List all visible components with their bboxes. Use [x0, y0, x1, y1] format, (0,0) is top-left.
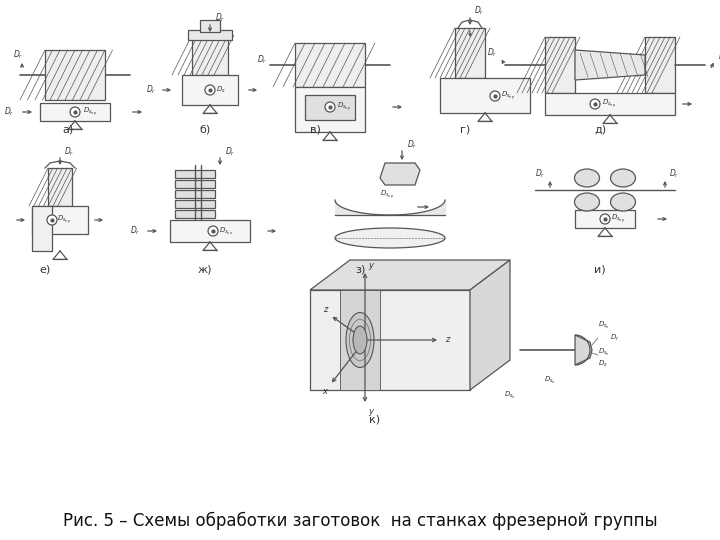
Bar: [175, 180, 215, 188]
Circle shape: [70, 107, 80, 117]
Bar: [175, 190, 215, 198]
Circle shape: [325, 102, 335, 112]
Text: ж): ж): [198, 265, 212, 275]
Text: а): а): [63, 125, 73, 135]
Bar: [545, 93, 675, 115]
Text: x: x: [323, 388, 328, 396]
Bar: [40, 103, 110, 121]
Text: з): з): [355, 265, 365, 275]
Ellipse shape: [575, 169, 600, 187]
Ellipse shape: [346, 313, 374, 368]
Text: $D_{s_{пр}}$: $D_{s_{пр}}$: [501, 90, 516, 102]
Text: $D_{s_n}$: $D_{s_n}$: [598, 320, 610, 330]
Text: $D_r$: $D_r$: [145, 84, 156, 96]
Bar: [175, 200, 215, 208]
Text: к): к): [369, 415, 381, 425]
Text: $D_{s_{пр}}$: $D_{s_{пр}}$: [602, 98, 616, 110]
Text: $D_r$: $D_r$: [535, 168, 545, 180]
Text: y: y: [368, 260, 373, 269]
Text: z: z: [323, 306, 327, 314]
Circle shape: [590, 99, 600, 109]
Text: $D_{s_{пр}}$: $D_{s_{пр}}$: [57, 214, 71, 226]
Bar: [45, 50, 105, 100]
Text: $D_r$: $D_r$: [718, 51, 720, 63]
Bar: [455, 28, 485, 78]
Text: $D_r$: $D_r$: [130, 225, 140, 237]
Text: $D_{s_n}$: $D_{s_n}$: [544, 374, 556, 386]
Text: $D_s$: $D_s$: [216, 85, 226, 95]
Ellipse shape: [335, 228, 445, 248]
Text: z: z: [445, 335, 449, 345]
Bar: [48, 168, 72, 206]
Text: $D_s$: $D_s$: [598, 359, 608, 369]
Ellipse shape: [611, 169, 636, 187]
Text: е): е): [40, 265, 50, 275]
Text: $D_r$: $D_r$: [487, 47, 497, 59]
Circle shape: [208, 226, 218, 236]
Text: $D_r$: $D_r$: [474, 5, 485, 17]
Bar: [305, 95, 355, 120]
Bar: [295, 87, 365, 132]
Bar: [188, 30, 232, 40]
Ellipse shape: [611, 193, 636, 211]
Text: и): и): [594, 265, 606, 275]
Text: $D_r$: $D_r$: [407, 139, 418, 151]
Text: $D_{s_n}$: $D_{s_n}$: [598, 347, 610, 357]
Text: $D_{s_{пр}}$: $D_{s_{пр}}$: [611, 213, 625, 225]
Bar: [192, 35, 228, 75]
Polygon shape: [575, 50, 645, 80]
Text: $D_r$: $D_r$: [64, 146, 74, 158]
Text: Рис. 5 – Схемы обработки заготовок  на станках фрезерной группы: Рис. 5 – Схемы обработки заготовок на ст…: [63, 512, 657, 530]
Polygon shape: [310, 260, 510, 290]
Bar: [175, 210, 215, 218]
Polygon shape: [575, 335, 592, 365]
Text: $D_r$: $D_r$: [225, 146, 235, 158]
Bar: [182, 75, 238, 105]
Bar: [545, 37, 575, 93]
Text: $D_{s_{пр}}$: $D_{s_{пр}}$: [337, 101, 351, 113]
Circle shape: [600, 214, 610, 224]
Text: $D_r$: $D_r$: [669, 168, 680, 180]
Polygon shape: [470, 260, 510, 390]
Bar: [645, 37, 675, 93]
Text: y: y: [368, 408, 373, 416]
Text: д): д): [594, 125, 606, 135]
Bar: [295, 43, 365, 87]
Text: б): б): [199, 125, 211, 135]
Bar: [340, 290, 380, 390]
Bar: [200, 20, 220, 32]
Text: в): в): [310, 125, 320, 135]
Bar: [32, 206, 88, 234]
Text: $D_{s_{пр}}$: $D_{s_{пр}}$: [380, 188, 394, 201]
Bar: [170, 220, 250, 242]
Text: $D_r$: $D_r$: [13, 49, 23, 61]
Text: г): г): [460, 125, 470, 135]
Text: $D_{з_{оп}}$: $D_{з_{оп}}$: [219, 226, 233, 237]
Polygon shape: [380, 163, 420, 185]
Text: $D_{s_n}$: $D_{s_n}$: [504, 389, 516, 401]
Polygon shape: [310, 290, 470, 390]
Text: $D_r$: $D_r$: [256, 54, 267, 66]
Circle shape: [205, 85, 215, 95]
Text: $D_r$: $D_r$: [610, 333, 620, 343]
Text: $D_r$: $D_r$: [215, 12, 225, 24]
Bar: [175, 170, 215, 178]
Circle shape: [490, 91, 500, 101]
Bar: [32, 206, 52, 251]
Ellipse shape: [575, 193, 600, 211]
Ellipse shape: [353, 326, 367, 354]
Text: $D_r$: $D_r$: [4, 106, 14, 118]
Circle shape: [47, 215, 57, 225]
Text: $D_{s_{пр}}$: $D_{s_{пр}}$: [83, 106, 97, 118]
Bar: [575, 210, 635, 228]
Bar: [440, 78, 530, 113]
